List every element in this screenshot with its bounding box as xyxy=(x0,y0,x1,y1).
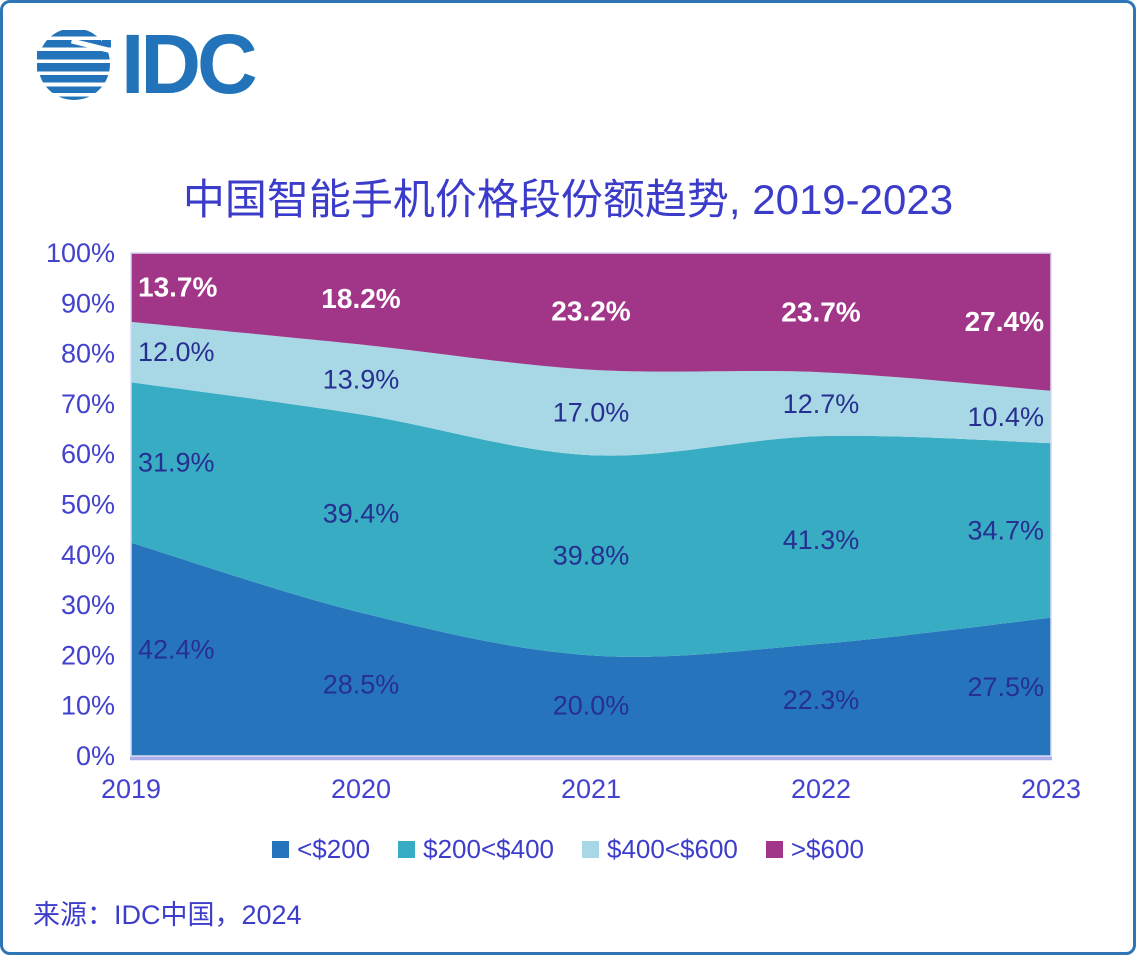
plot-area-border xyxy=(130,252,1052,757)
data-label: 10.4% xyxy=(967,402,1044,432)
source-note: 来源：IDC中国，2024 xyxy=(33,900,302,930)
y-axis-tick-label: 100% xyxy=(46,238,115,268)
data-label: 12.7% xyxy=(783,389,860,419)
data-label: 23.2% xyxy=(551,295,630,326)
data-label: 18.2% xyxy=(321,283,400,314)
y-axis-tick-label: 50% xyxy=(61,490,115,520)
data-label: 31.9% xyxy=(138,447,215,477)
x-axis-category-label: 2023 xyxy=(1021,774,1081,804)
chart-legend: <$200 $200<$400 $400<$600 >$600 xyxy=(3,834,1133,865)
data-label: 13.9% xyxy=(323,365,400,395)
area-series-2 xyxy=(131,382,1051,657)
legend-item-1: <$200 xyxy=(272,834,370,865)
area-series-1 xyxy=(131,542,1051,756)
idc-logo-text: IDC xyxy=(121,17,258,111)
area-series-3 xyxy=(131,321,1051,456)
legend-swatch-icon xyxy=(398,841,416,858)
x-axis-category-label: 2019 xyxy=(101,774,161,804)
legend-label: $200<$400 xyxy=(423,834,554,864)
chart-title: 中国智能手机价格段份额趋势, 2019-2023 xyxy=(182,176,954,223)
y-axis-tick-label: 10% xyxy=(61,691,115,721)
x-axis-category-label: 2022 xyxy=(791,774,851,804)
data-label: 20.0% xyxy=(553,691,630,721)
data-label: 22.3% xyxy=(783,685,860,715)
y-axis-tick-label: 40% xyxy=(61,540,115,570)
x-axis-category-label: 2021 xyxy=(561,774,621,804)
area-series-4 xyxy=(131,253,1051,391)
idc-logo: IDC xyxy=(37,17,258,111)
y-axis-tick-label: 20% xyxy=(61,640,115,670)
legend-swatch-icon xyxy=(765,841,783,858)
y-axis-tick-label: 70% xyxy=(61,389,115,419)
data-label: 23.7% xyxy=(781,297,860,328)
legend-item-2: $200<$400 xyxy=(398,834,554,865)
data-label: 13.7% xyxy=(138,271,217,302)
idc-globe-icon xyxy=(37,30,111,100)
y-axis-tick-label: 0% xyxy=(76,741,115,771)
data-label: 41.3% xyxy=(783,525,860,555)
data-label: 34.7% xyxy=(967,515,1044,545)
legend-label: <$200 xyxy=(297,834,371,864)
y-axis-tick-label: 80% xyxy=(61,339,115,369)
data-label: 42.4% xyxy=(138,634,215,664)
stacked-area-chart: 0% 10% 20% 30% 40% 50% 60% 70% 80% 90% 100% 2019 202… xyxy=(46,238,1081,804)
x-axis-category-label: 2020 xyxy=(331,774,391,804)
y-axis-tick-label: 30% xyxy=(61,590,115,620)
data-label: 12.0% xyxy=(138,337,215,367)
legend-label: >$600 xyxy=(790,834,864,864)
data-label: 27.5% xyxy=(967,672,1044,702)
data-label: 39.8% xyxy=(553,540,630,570)
data-label: 28.5% xyxy=(323,669,400,699)
legend-label: $400<$600 xyxy=(607,834,738,864)
legend-swatch-icon xyxy=(582,841,599,858)
data-label: 27.4% xyxy=(965,306,1044,337)
y-axis-tick-label: 90% xyxy=(61,288,115,318)
y-axis-tick-label: 60% xyxy=(61,439,115,469)
legend-swatch-icon xyxy=(272,841,290,858)
data-label: 39.4% xyxy=(323,499,400,529)
legend-item-3: $400<$600 xyxy=(582,834,738,865)
data-label: 17.0% xyxy=(553,397,630,427)
legend-item-4: >$600 xyxy=(765,834,864,865)
